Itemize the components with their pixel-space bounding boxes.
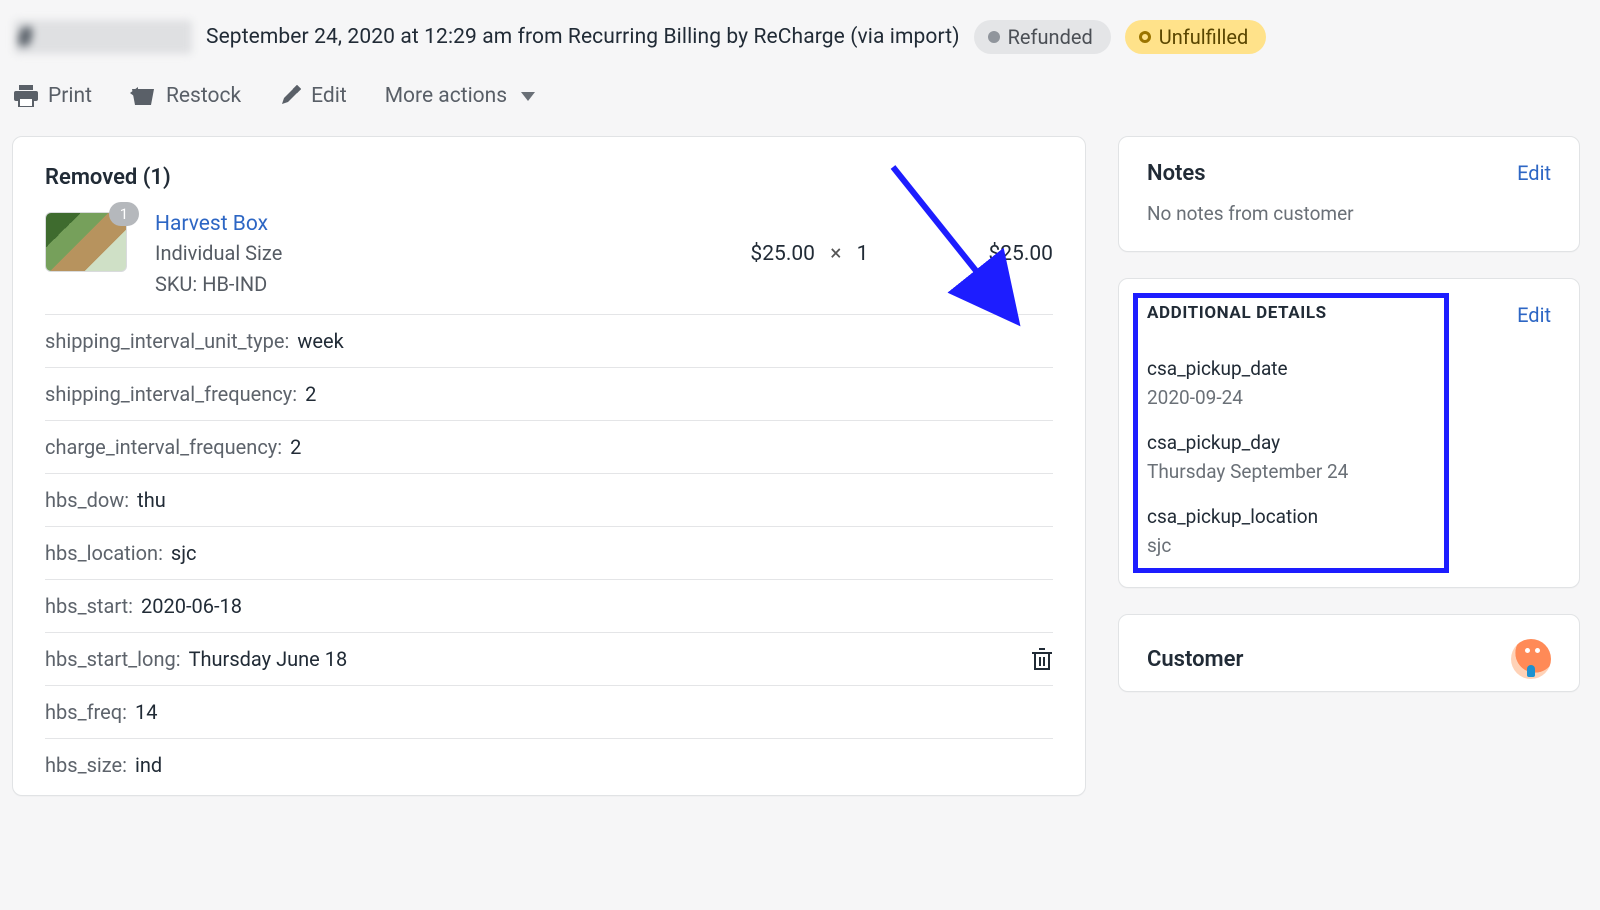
order-number-hash: #: [14, 20, 34, 55]
print-label: Print: [48, 84, 92, 108]
property-value: ind: [135, 753, 162, 777]
line-item-property: hbs_start_long: Thursday June 18: [45, 632, 1053, 685]
line-item: 1 Harvest Box Individual Size SKU: HB-IN…: [45, 212, 1053, 300]
line-item-property: hbs_size: ind: [45, 738, 1053, 791]
print-icon: [14, 85, 38, 107]
property-key: hbs_dow:: [45, 488, 129, 512]
qty-separator: ×: [820, 242, 851, 266]
line-item-property: hbs_location: sjc: [45, 526, 1053, 579]
property-value: 14: [135, 700, 157, 724]
customer-title: Customer: [1147, 647, 1243, 672]
notes-body: No notes from customer: [1119, 194, 1579, 251]
property-value: 2: [290, 435, 301, 459]
restock-icon: [130, 85, 156, 107]
line-item-thumb-wrap: 1: [45, 212, 131, 300]
product-variant: Individual Size: [155, 238, 750, 269]
chevron-down-icon: [521, 92, 535, 101]
detail-item: csa_pickup_date 2020-09-24: [1147, 357, 1551, 409]
detail-key: csa_pickup_date: [1147, 357, 1551, 380]
pencil-icon: [279, 85, 301, 107]
notes-edit-link[interactable]: Edit: [1517, 161, 1551, 185]
property-value: 2: [305, 382, 316, 406]
order-action-bar: Print Restock Edit More actions: [12, 72, 1580, 136]
property-key: hbs_size:: [45, 753, 127, 777]
restock-label: Restock: [166, 84, 241, 108]
removed-items-card: Removed (1) 1 Harvest Box Individual Siz…: [12, 136, 1086, 796]
property-value: sjc: [171, 541, 197, 565]
dot-icon: [988, 31, 1000, 43]
line-item-properties: shipping_interval_unit_type:weekshipping…: [45, 314, 1053, 791]
additional-details-card: ADDITIONAL DETAILS Edit csa_pickup_date 2…: [1118, 278, 1580, 588]
property-key: hbs_start:: [45, 594, 133, 618]
product-title-link[interactable]: Harvest Box: [155, 212, 750, 236]
line-total: $25.00: [988, 242, 1053, 266]
restock-button[interactable]: Restock: [130, 84, 241, 108]
badge-unfulfilled: Unfulfilled: [1125, 20, 1267, 54]
trash-icon[interactable]: [1031, 647, 1053, 671]
ring-icon: [1139, 31, 1151, 43]
order-header: # September 24, 2020 at 12:29 am from Re…: [12, 16, 1580, 72]
property-key: hbs_start_long:: [45, 647, 181, 671]
product-sku: SKU: HB-IND: [155, 269, 750, 300]
line-item-body: Harvest Box Individual Size SKU: HB-IND …: [155, 212, 1053, 300]
print-button[interactable]: Print: [14, 84, 92, 108]
property-key: charge_interval_frequency:: [45, 435, 282, 459]
detail-value: sjc: [1147, 534, 1551, 557]
unit-price: $25.00: [750, 242, 815, 266]
removed-title: Removed (1): [45, 165, 1053, 190]
qty: 1: [857, 242, 869, 266]
order-main-column: Removed (1) 1 Harvest Box Individual Siz…: [12, 136, 1086, 796]
property-value: thu: [137, 488, 166, 512]
property-key: shipping_interval_frequency:: [45, 382, 297, 406]
thumbnail-qty-badge: 1: [109, 202, 139, 226]
property-value: 2020-06-18: [141, 594, 242, 618]
customer-avatar[interactable]: [1511, 639, 1551, 679]
detail-item: csa_pickup_day Thursday September 24: [1147, 431, 1551, 483]
notes-card: Notes Edit No notes from customer: [1118, 136, 1580, 252]
line-item-property: shipping_interval_frequency: 2: [45, 367, 1053, 420]
edit-label: Edit: [311, 84, 347, 108]
more-actions-label: More actions: [385, 84, 507, 108]
detail-key: csa_pickup_location: [1147, 505, 1551, 528]
line-item-property: shipping_interval_unit_type: week: [45, 314, 1053, 367]
order-side-column: Notes Edit No notes from customer ADDITI…: [1118, 136, 1580, 692]
detail-value: 2020-09-24: [1147, 386, 1551, 409]
line-item-property: hbs_freq: 14: [45, 685, 1053, 738]
detail-value: Thursday September 24: [1147, 460, 1551, 483]
details-edit-link[interactable]: Edit: [1517, 303, 1551, 327]
line-item-pricing: $25.00 × 1 $25.00: [750, 212, 1053, 300]
badge-refunded: Refunded: [974, 20, 1111, 54]
order-meta-text: September 24, 2020 at 12:29 am from Recu…: [206, 25, 960, 49]
line-item-property: hbs_start: 2020-06-18: [45, 579, 1053, 632]
details-title: ADDITIONAL DETAILS: [1147, 303, 1327, 323]
property-value: Thursday June 18: [189, 647, 348, 671]
property-key: shipping_interval_unit_type:: [45, 329, 289, 353]
property-key: hbs_freq:: [45, 700, 127, 724]
customer-card: Customer: [1118, 614, 1580, 692]
detail-key: csa_pickup_day: [1147, 431, 1551, 454]
line-item-property: hbs_dow: thu: [45, 473, 1053, 526]
details-body: csa_pickup_date 2020-09-24 csa_pickup_day T…: [1119, 357, 1579, 587]
detail-item: csa_pickup_locationsjc: [1147, 505, 1551, 557]
line-item-property: charge_interval_frequency: 2: [45, 420, 1053, 473]
badge-refunded-label: Refunded: [1008, 25, 1093, 49]
notes-title: Notes: [1147, 161, 1206, 186]
order-columns: Removed (1) 1 Harvest Box Individual Siz…: [12, 136, 1580, 796]
property-value: week: [297, 329, 343, 353]
more-actions-button[interactable]: More actions: [385, 84, 535, 108]
order-number-blurred: #: [14, 20, 192, 54]
property-key: hbs_location:: [45, 541, 163, 565]
badge-unfulfilled-label: Unfulfilled: [1159, 25, 1249, 49]
edit-button[interactable]: Edit: [279, 84, 347, 108]
